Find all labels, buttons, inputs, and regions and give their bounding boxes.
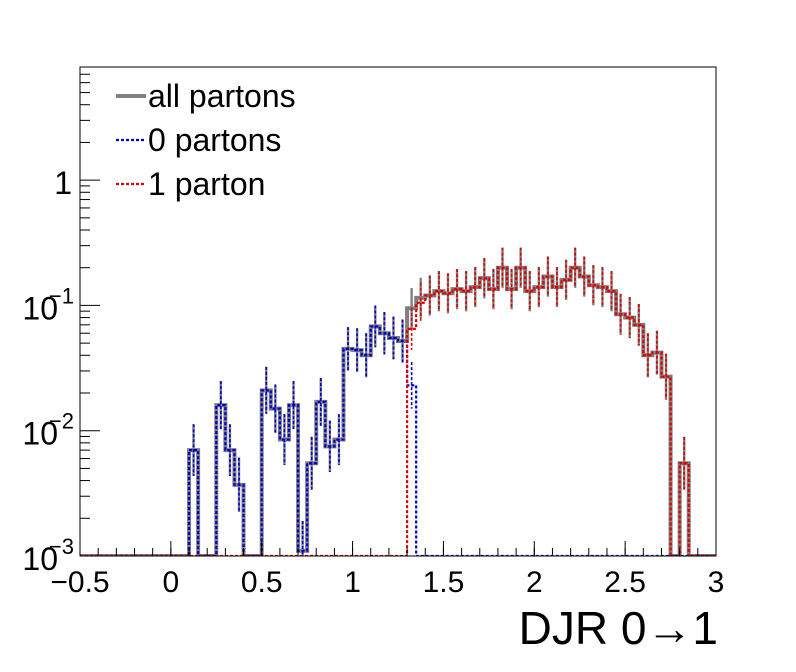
y-tick-label: 1 bbox=[54, 165, 72, 201]
y-tick-exponent: −2 bbox=[49, 409, 74, 434]
series-1-parton bbox=[80, 247, 716, 556]
x-tick-label: 0 bbox=[163, 566, 180, 599]
y-tick-label: 10 bbox=[22, 290, 58, 326]
legend-label: all partons bbox=[148, 78, 296, 114]
x-tick-label: 2 bbox=[526, 566, 543, 599]
series-0-partons bbox=[80, 305, 716, 556]
legend-label: 1 parton bbox=[148, 166, 265, 202]
legend: all partons 0 partons 1 parton bbox=[116, 78, 296, 202]
series-layer bbox=[80, 247, 716, 556]
series-outline bbox=[80, 266, 716, 556]
y-tick-exponent: −3 bbox=[49, 534, 74, 559]
y-tick-exponent: −1 bbox=[49, 283, 74, 308]
axes-layer: −0.5 0 0.5 1 1.5 2 2.5 310−310−210−11 bbox=[22, 66, 725, 599]
x-tick-label: −0.5 bbox=[50, 566, 109, 599]
x-tick-label: 1.5 bbox=[423, 566, 465, 599]
y-tick-label: 10 bbox=[22, 416, 58, 452]
x-tick-label: 2.5 bbox=[604, 566, 646, 599]
x-axis-label: DJR 0→1 bbox=[519, 602, 718, 654]
x-tick-label: 0.5 bbox=[241, 566, 283, 599]
y-tick-label: 10 bbox=[22, 541, 58, 577]
x-tick-label: 1 bbox=[344, 566, 361, 599]
legend-label: 0 partons bbox=[148, 122, 281, 158]
x-tick-label: 3 bbox=[708, 566, 725, 599]
